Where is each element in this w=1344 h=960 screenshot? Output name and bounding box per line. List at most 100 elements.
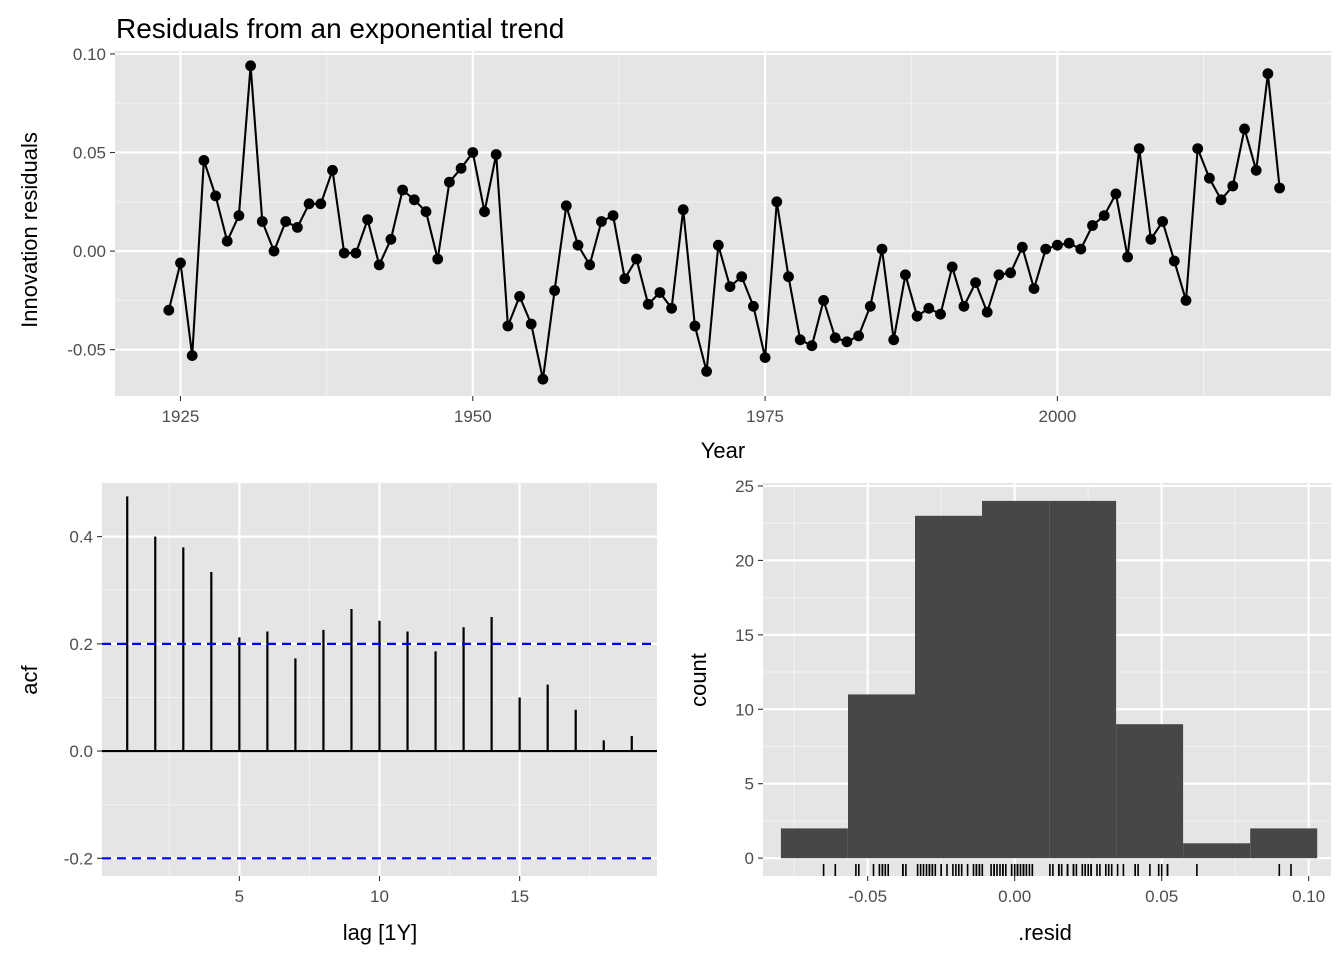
residual-point — [303, 198, 315, 210]
acf-x-axis-title: lag [1Y] — [343, 920, 418, 945]
histogram-bar — [1250, 828, 1318, 859]
y-tick-label: 15 — [735, 626, 754, 645]
residual-point — [596, 216, 607, 227]
residual-point — [841, 336, 853, 348]
x-tick-label: 15 — [510, 887, 529, 906]
residual-point — [175, 257, 186, 269]
residual-point — [689, 320, 701, 332]
residual-point — [888, 334, 900, 346]
residual-point — [783, 271, 794, 283]
y-tick-label: 10 — [735, 700, 754, 719]
residual-point — [350, 247, 362, 259]
residual-point — [642, 298, 654, 310]
acf-x-axis: 5 10 15 — [235, 876, 529, 906]
residuals-chart-title: Residuals from an exponential trend — [116, 13, 564, 44]
histogram-bar — [848, 694, 915, 859]
residual-point — [677, 204, 689, 216]
acf-y-axis-title: acf — [17, 664, 42, 694]
residual-point — [1168, 255, 1180, 267]
residual-point — [525, 318, 537, 330]
histogram-bar — [1183, 843, 1251, 859]
residual-point — [584, 259, 596, 271]
acf-y-axis: -0.2 0.0 0.2 0.4 — [64, 528, 102, 868]
histogram-bar — [1116, 724, 1184, 859]
x-tick-label: 5 — [235, 887, 244, 906]
residual-point — [654, 287, 666, 298]
residual-point — [1157, 216, 1168, 227]
residual-point — [245, 60, 256, 72]
residual-point — [631, 253, 642, 265]
residual-point — [1239, 123, 1250, 135]
residual-point — [1204, 172, 1215, 184]
residual-point — [198, 155, 210, 166]
residual-point — [701, 366, 712, 377]
x-tick-label: -0.05 — [848, 887, 887, 906]
residual-point — [935, 308, 946, 320]
residual-point — [397, 184, 408, 196]
residual-point — [479, 206, 490, 218]
residual-point — [315, 198, 327, 210]
residual-point — [1215, 194, 1227, 206]
residual-point — [1016, 241, 1028, 253]
residual-point — [923, 302, 935, 314]
histogram-panel: 0 5 10 15 20 25 -0.05 0.00 0.05 0.10 .resid coun… — [686, 477, 1331, 945]
residual-point — [1110, 188, 1122, 200]
residual-point — [1122, 251, 1133, 263]
x-tick-label: 10 — [370, 887, 389, 906]
x-tick-label: 0.00 — [998, 887, 1031, 906]
residuals-panel: -0.05 0.00 0.05 0.10 1925 1950 1975 2000 Resid… — [17, 13, 1331, 463]
residual-point — [1040, 243, 1052, 255]
residual-point — [1098, 210, 1110, 222]
x-tick-label: 1975 — [746, 407, 784, 426]
residual-point — [712, 239, 724, 251]
residual-point — [210, 190, 222, 202]
y-tick-label: -0.2 — [64, 849, 93, 868]
residual-point — [853, 330, 864, 342]
residual-point — [1262, 68, 1274, 80]
residual-point — [549, 285, 560, 296]
residuals-y-axis-title: Innovation residuals — [17, 132, 42, 328]
histogram-bar — [982, 500, 1049, 859]
residual-point — [1133, 143, 1145, 155]
histogram-x-axis: -0.05 0.00 0.05 0.10 — [848, 876, 1325, 906]
residual-point — [1087, 220, 1098, 231]
residual-point — [1052, 239, 1063, 251]
residual-point — [280, 216, 292, 227]
residual-point — [432, 253, 444, 265]
residual-point — [1075, 243, 1087, 255]
y-tick-label: 0.10 — [73, 45, 106, 64]
residuals-y-axis: -0.05 0.00 0.05 0.10 — [67, 45, 115, 360]
residual-point — [408, 194, 420, 206]
residual-point — [864, 300, 876, 312]
residual-point — [490, 149, 502, 160]
residual-point — [829, 332, 841, 344]
y-tick-label: 0.0 — [69, 742, 93, 761]
y-tick-label: 20 — [735, 551, 754, 570]
residual-point — [327, 164, 338, 176]
residual-point — [444, 176, 455, 188]
residual-point — [970, 277, 981, 288]
residual-point — [1028, 283, 1040, 294]
residual-point — [467, 147, 479, 158]
residual-point — [958, 300, 970, 312]
residual-point — [724, 281, 736, 292]
residual-point — [666, 302, 677, 314]
residual-point — [1274, 182, 1285, 194]
x-tick-label: 0.10 — [1292, 887, 1325, 906]
residual-point — [1250, 164, 1262, 176]
acf-series — [102, 496, 657, 860]
residual-point — [1145, 233, 1157, 245]
residual-point — [233, 210, 245, 222]
residual-point — [900, 269, 911, 281]
residual-point — [186, 350, 198, 361]
residual-point — [806, 340, 818, 352]
residual-point — [385, 233, 397, 245]
histogram-bar — [780, 828, 848, 859]
histogram-bar — [915, 515, 982, 859]
residuals-x-axis: 1925 1950 1975 2000 — [162, 396, 1076, 426]
residual-point — [1063, 237, 1075, 249]
residual-point — [572, 239, 584, 251]
residual-point — [338, 247, 350, 259]
residual-point — [748, 300, 759, 312]
